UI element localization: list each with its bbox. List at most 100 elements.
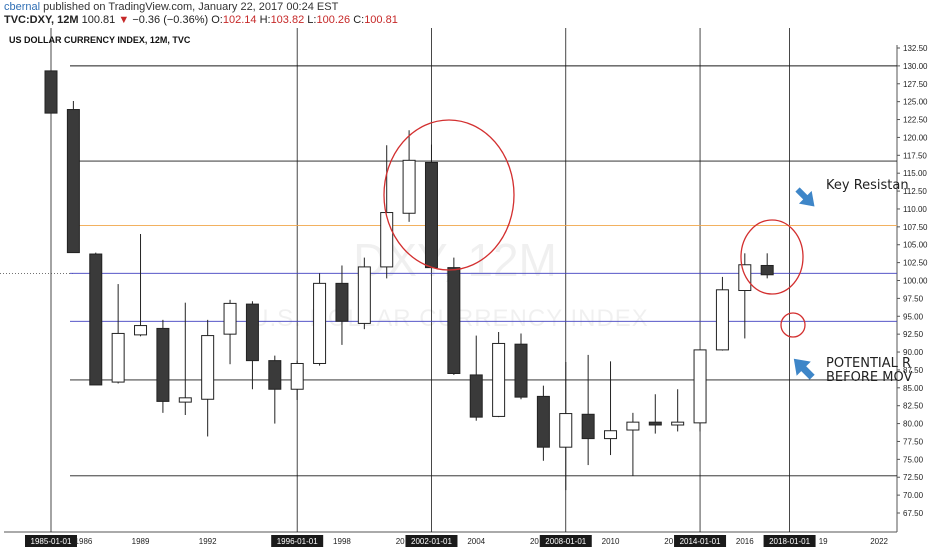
candle-body-2015 xyxy=(715,289,729,351)
candle-body-1995 xyxy=(268,360,282,390)
horizontal-levels[interactable] xyxy=(70,65,897,477)
x-tick-label-partial: 20 xyxy=(396,537,405,546)
x-tick-label: 1992 xyxy=(199,537,217,546)
y-tick-label: 127.50 xyxy=(903,80,928,89)
candle-body-1989 xyxy=(134,325,148,336)
candle-body-1999 xyxy=(357,266,371,324)
symbol-label[interactable]: TVC:DXY, 12M xyxy=(4,14,79,26)
candle-1997 xyxy=(313,273,327,366)
price-axis[interactable]: 132.50 130.00 127.50 125.00 122.50 120.00 117.… xyxy=(897,44,928,518)
symbol-line: TVC:DXY, 12M 100.81 ▼ −0.36 (−0.36%) O:1… xyxy=(4,14,398,26)
arrow-up-icon xyxy=(793,358,815,380)
candle-body-2014 xyxy=(693,349,707,424)
candle-body-2005 xyxy=(492,342,506,417)
candle-body-2011 xyxy=(626,421,640,431)
candle-body-2006 xyxy=(514,343,528,398)
ohlc-close-value: 100.81 xyxy=(364,14,398,26)
candle-2005 xyxy=(492,332,506,418)
key-resistance-label: Key Resistan xyxy=(826,178,909,193)
change-value: −0.36 (−0.36%) xyxy=(132,14,209,26)
x-tick-highlight xyxy=(25,535,77,547)
potential-label-line2: BEFORE MOV xyxy=(826,370,912,385)
candle-body-2016 xyxy=(738,264,752,292)
chart-header: cbernal published on TradingView.com, Ja… xyxy=(0,0,932,30)
publish-line: cbernal published on TradingView.com, Ja… xyxy=(4,1,338,13)
x-tick-label: 2014-01-01 xyxy=(680,537,721,546)
candle-body-1991 xyxy=(178,397,192,403)
y-tick-label: 100.00 xyxy=(903,277,928,286)
candle-2011 xyxy=(626,412,640,476)
time-axis[interactable]: 1985-01-01 1986 1989 1992 1996-01-01 1998 2002… xyxy=(25,535,889,547)
candle-2017 xyxy=(760,253,774,279)
candle-2016 xyxy=(738,253,752,339)
y-tick-label: 77.50 xyxy=(903,437,924,446)
candle-1996 xyxy=(290,360,304,400)
y-tick-label: 132.50 xyxy=(903,44,928,53)
y-tick-label: 110.00 xyxy=(903,205,927,214)
x-tick-highlight xyxy=(763,535,816,547)
candle-2008 xyxy=(559,362,573,491)
candle-1985 xyxy=(44,70,58,114)
candle-body-1990 xyxy=(156,327,170,402)
annotations: Key Resistan POTENTIAL R BEFORE MOV xyxy=(383,119,912,385)
x-tick-label-partial: 20 xyxy=(664,537,673,546)
y-tick-label: 92.50 xyxy=(903,330,924,339)
candle-body-2000 xyxy=(380,212,394,268)
candle-2004 xyxy=(469,335,483,421)
y-tick-label: 90.00 xyxy=(903,348,924,357)
candle-2015 xyxy=(715,276,729,351)
candle-1999 xyxy=(357,257,371,330)
candle-2002 xyxy=(424,144,438,269)
candle-body-1997 xyxy=(313,282,327,364)
ohlc-high-value: 103.82 xyxy=(270,14,305,26)
candle-2009 xyxy=(581,354,595,466)
candle-body-1992 xyxy=(201,335,215,400)
candle-2010 xyxy=(604,361,618,456)
x-tick-highlight xyxy=(674,535,727,547)
candle-body-1994 xyxy=(245,303,259,362)
candles[interactable] xyxy=(44,70,774,491)
candle-1990 xyxy=(156,319,170,413)
candle-body-2012 xyxy=(648,421,662,426)
x-tick-label: 1989 xyxy=(132,537,150,546)
y-tick-label: 125.00 xyxy=(903,98,928,107)
candle-body-1998 xyxy=(335,282,349,322)
candle-1991 xyxy=(178,302,192,415)
candle-1993 xyxy=(223,299,237,365)
x-tick-label: 2018-01-01 xyxy=(769,537,810,546)
candle-1989 xyxy=(134,234,148,337)
candle-body-2017 xyxy=(760,264,774,276)
ohlc-low-value: 100.26 xyxy=(316,14,351,26)
candle-body-1987 xyxy=(89,253,103,386)
x-tick-label: 2002-01-01 xyxy=(411,537,452,546)
candle-2012 xyxy=(648,394,662,434)
candle-1998 xyxy=(335,265,349,345)
candle-2014 xyxy=(693,349,707,432)
candle-2007 xyxy=(536,385,550,461)
x-tick-label: 1996-01-01 xyxy=(277,537,318,546)
candle-body-1993 xyxy=(223,302,237,335)
x-tick-label: 2016 xyxy=(736,537,754,546)
candle-body-2001 xyxy=(402,159,416,214)
candle-body-1996 xyxy=(290,362,304,390)
candle-body-2004 xyxy=(469,374,483,418)
chart-grid xyxy=(0,28,898,533)
x-tick-label: 1985-01-01 xyxy=(31,537,72,546)
y-tick-label: 117.50 xyxy=(903,151,927,160)
candle-body-2010 xyxy=(604,430,618,440)
author-link[interactable]: cbernal xyxy=(4,1,41,13)
y-tick-label: 115.00 xyxy=(903,169,927,178)
y-tick-label: 112.50 xyxy=(903,187,927,196)
candle-body-2003 xyxy=(447,267,461,374)
candle-1986 xyxy=(66,100,80,254)
arrow-shape xyxy=(795,187,815,207)
x-tick-label: 2022 xyxy=(870,537,888,546)
y-tick-label: 120.00 xyxy=(903,133,928,142)
arrow-shape xyxy=(793,358,815,380)
y-tick-label: 95.00 xyxy=(903,312,924,321)
y-tick-label: 82.50 xyxy=(903,402,924,411)
ohlc-close-label: C: xyxy=(353,14,365,26)
x-tick-label-partial: 20 xyxy=(530,537,539,546)
candle-body-1985 xyxy=(44,70,58,114)
